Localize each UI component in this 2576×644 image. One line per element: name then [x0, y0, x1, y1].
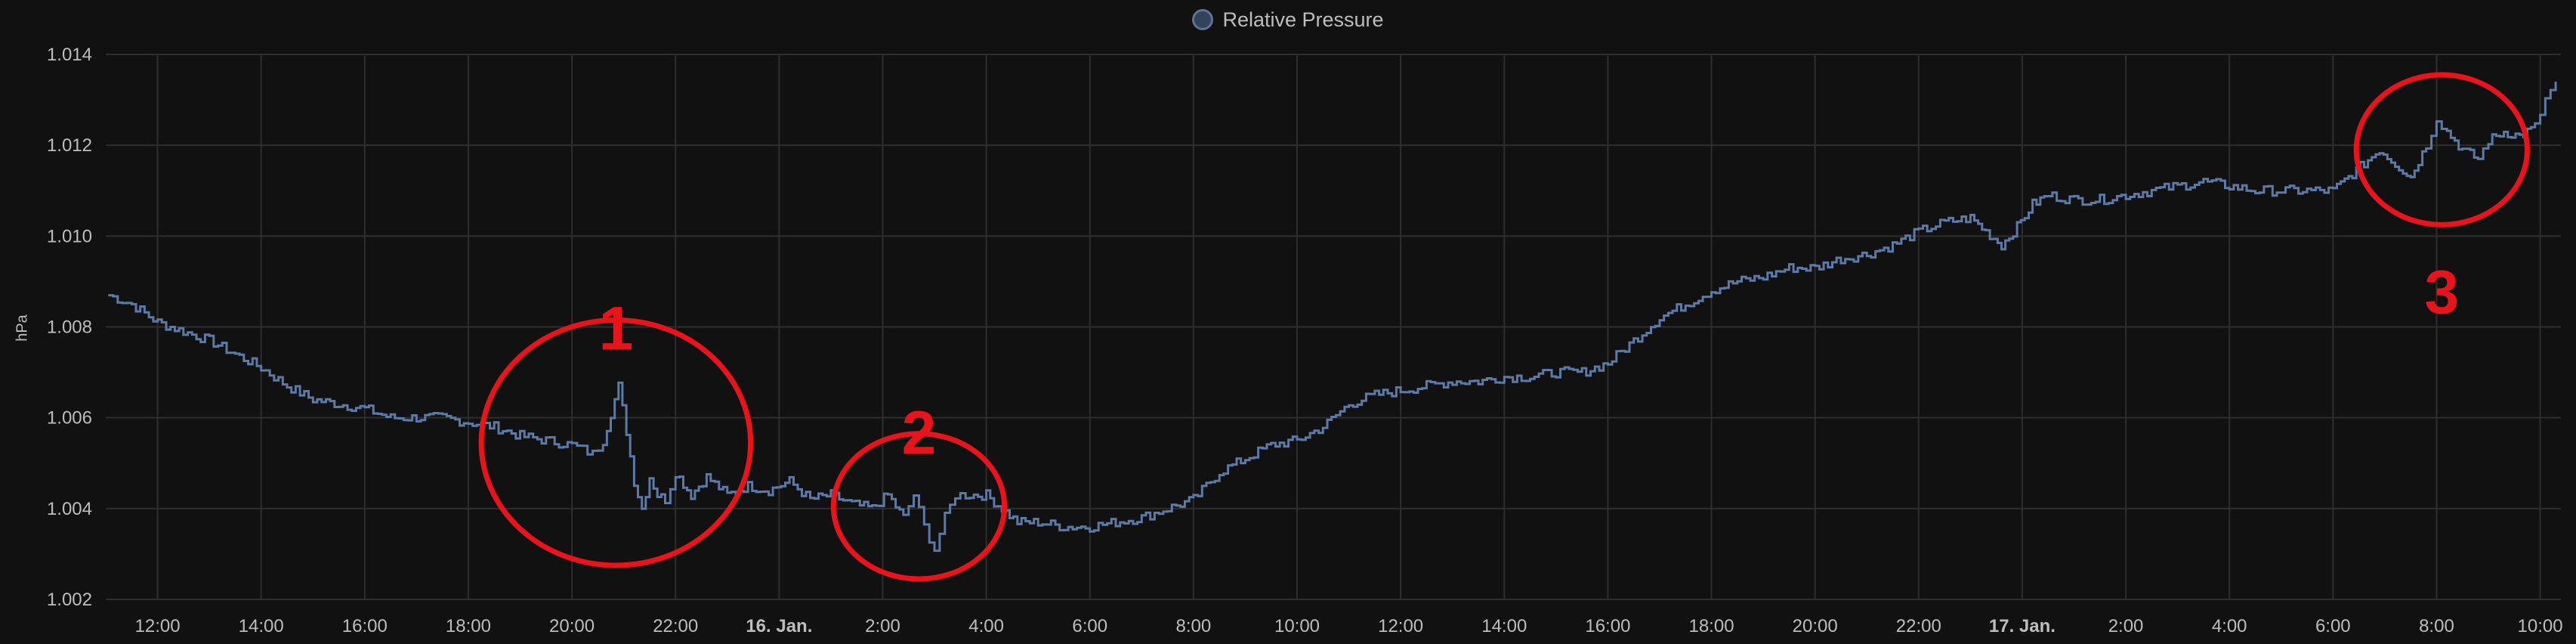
- legend[interactable]: Relative Pressure: [0, 5, 2576, 35]
- x-tick-label: 4:00: [968, 616, 1004, 636]
- x-tick-label: 14:00: [1481, 616, 1527, 636]
- x-tick-label: 16:00: [1585, 616, 1630, 636]
- annotation-number-1: 1: [599, 295, 634, 364]
- x-tick-label: 10:00: [2518, 616, 2563, 636]
- x-tick-label: 2:00: [865, 616, 900, 636]
- x-tick-label: 16:00: [342, 616, 388, 636]
- annotation-number-2: 2: [902, 399, 937, 468]
- legend-label: Relative Pressure: [1222, 8, 1384, 31]
- annotation-circle-1: [478, 317, 754, 568]
- x-tick-label: 16. Jan.: [746, 616, 812, 636]
- x-tick-label: 8:00: [1176, 616, 1212, 636]
- x-tick-label: 20:00: [1793, 616, 1838, 636]
- y-tick-label: 1.010: [47, 226, 92, 246]
- x-tick-label: 8:00: [2419, 616, 2454, 636]
- annotation-number-3: 3: [2424, 258, 2459, 327]
- x-tick-label: 4:00: [2212, 616, 2247, 636]
- x-tick-label: 10:00: [1274, 616, 1320, 636]
- x-tick-label: 22:00: [1896, 616, 1941, 636]
- x-tick-label: 6:00: [1072, 616, 1107, 636]
- y-tick-label: 1.006: [47, 408, 92, 429]
- y-tick-label: 1.008: [47, 317, 92, 338]
- y-tick-label: 1.002: [47, 590, 92, 610]
- x-tick-label: 17. Jan.: [1989, 616, 2056, 636]
- y-tick-label: 1.004: [47, 499, 92, 519]
- x-tick-label: 2:00: [2108, 616, 2144, 636]
- x-tick-label: 22:00: [653, 616, 698, 636]
- x-tick-label: 18:00: [1688, 616, 1734, 636]
- annotation-circle-2: [830, 431, 1008, 582]
- x-tick-label: 18:00: [446, 616, 491, 636]
- x-tick-label: 6:00: [2315, 616, 2351, 636]
- y-tick-label: 1.014: [47, 45, 92, 65]
- annotation-circle-3: [2353, 72, 2530, 228]
- series-line-relative-pressure: [108, 82, 2557, 553]
- y-tick-label: 1.012: [47, 135, 92, 156]
- x-tick-label: 12:00: [135, 616, 181, 636]
- x-tick-label: 12:00: [1378, 616, 1423, 636]
- legend-marker-icon: [1192, 9, 1214, 30]
- x-tick-label: 20:00: [549, 616, 595, 636]
- x-tick-label: 14:00: [239, 616, 284, 636]
